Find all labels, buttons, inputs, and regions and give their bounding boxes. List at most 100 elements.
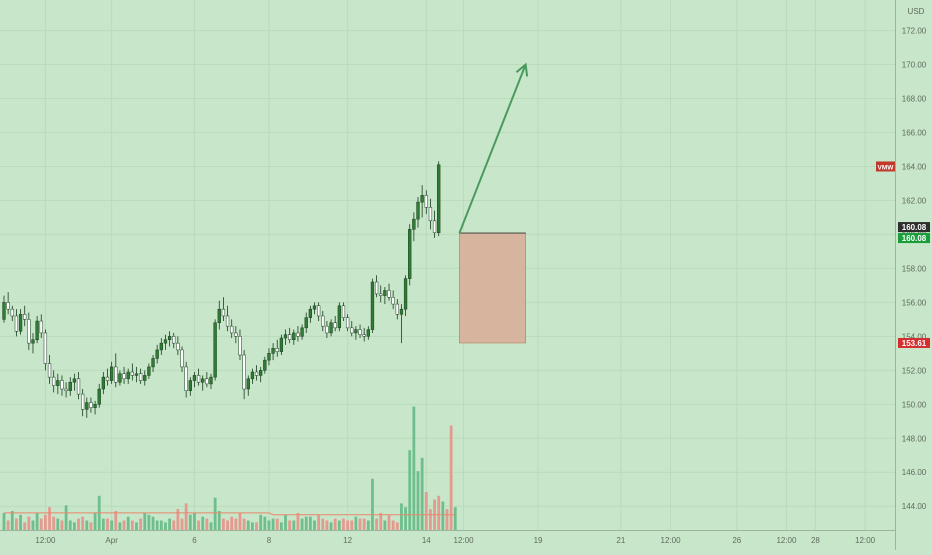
volume-bar bbox=[193, 512, 196, 530]
candle-body bbox=[188, 380, 192, 391]
candle-body bbox=[354, 329, 358, 334]
projection-arrow[interactable] bbox=[458, 62, 529, 234]
volume-bar bbox=[15, 518, 18, 530]
ticker-badge-box bbox=[876, 161, 895, 172]
candle-body bbox=[412, 218, 416, 230]
volume-bar bbox=[135, 522, 138, 530]
candle-body bbox=[304, 317, 308, 329]
volume-bar bbox=[445, 509, 449, 530]
candle-body bbox=[56, 380, 60, 386]
volume-bar bbox=[275, 518, 279, 530]
time-tick-label: 21 bbox=[616, 536, 625, 545]
volume-bar bbox=[60, 520, 64, 530]
volume-bar bbox=[416, 471, 420, 530]
candle-body bbox=[246, 378, 250, 390]
price-tick-label: 166.00 bbox=[902, 129, 927, 138]
candle-body bbox=[27, 319, 31, 344]
volume-bar bbox=[300, 518, 304, 530]
volume-bar bbox=[180, 518, 184, 530]
volume-bar bbox=[31, 520, 35, 530]
candle-body bbox=[399, 308, 404, 315]
volume-bar bbox=[172, 520, 176, 530]
stop-loss-zone[interactable] bbox=[459, 232, 526, 344]
candle-body bbox=[370, 281, 375, 330]
volume-bar bbox=[72, 522, 76, 530]
volume-bar bbox=[308, 516, 312, 530]
volume-bar bbox=[317, 514, 321, 530]
candle-body bbox=[180, 349, 184, 368]
volume-bar bbox=[296, 512, 300, 530]
time-tick-label: 14 bbox=[422, 536, 431, 545]
volume-bar bbox=[114, 511, 118, 530]
volume-bar bbox=[429, 509, 432, 530]
candle-body bbox=[64, 388, 68, 391]
volume-bar bbox=[10, 511, 14, 530]
candle-body bbox=[10, 308, 14, 317]
candle-body bbox=[217, 308, 221, 324]
candle-body bbox=[316, 305, 321, 317]
volume-bar bbox=[453, 507, 457, 530]
volume-bar bbox=[188, 514, 192, 530]
candle-body bbox=[424, 195, 428, 208]
candle-body bbox=[238, 336, 242, 356]
candle-body bbox=[288, 334, 292, 340]
candle-body bbox=[118, 373, 122, 383]
candle-body bbox=[76, 378, 81, 395]
volume-bar bbox=[238, 512, 242, 530]
currency-label: USD bbox=[908, 7, 925, 16]
candle-body bbox=[81, 393, 85, 410]
candle-body bbox=[134, 373, 139, 376]
volume-bar bbox=[81, 516, 85, 530]
volume-bar bbox=[230, 516, 234, 530]
time-tick-label: 12:00 bbox=[661, 536, 682, 545]
volume-bar bbox=[126, 516, 130, 530]
volume-bar bbox=[201, 516, 205, 530]
time-tick-label: 12:00 bbox=[454, 536, 475, 545]
time-tick-label: 19 bbox=[534, 536, 543, 545]
time-tick-label: 12:00 bbox=[776, 536, 797, 545]
volume-bar bbox=[68, 520, 72, 530]
volume-bar bbox=[271, 518, 275, 530]
volume-bar bbox=[304, 516, 308, 530]
candle-body bbox=[213, 322, 217, 378]
candle-body bbox=[391, 297, 395, 305]
candle-body bbox=[308, 308, 313, 318]
volume-bar bbox=[56, 518, 60, 530]
candle-body bbox=[250, 371, 255, 380]
candle-body bbox=[126, 371, 130, 380]
volume-bar bbox=[400, 503, 403, 530]
candle-body bbox=[172, 336, 176, 344]
volume-bars bbox=[2, 406, 457, 530]
volume-bar bbox=[362, 518, 366, 530]
candle-body bbox=[271, 347, 275, 354]
volume-bar bbox=[387, 514, 391, 530]
candle-body bbox=[97, 388, 101, 405]
volume-bar bbox=[143, 512, 147, 530]
candle-body bbox=[23, 314, 27, 320]
volume-bar bbox=[259, 514, 263, 530]
candle-body bbox=[275, 347, 279, 352]
candle-body bbox=[267, 353, 271, 361]
volume-bar bbox=[89, 522, 93, 530]
volume-bar bbox=[342, 518, 345, 530]
time-tick-label: 12:00 bbox=[35, 536, 56, 545]
candle-body bbox=[151, 358, 155, 368]
volume-bar bbox=[412, 406, 416, 530]
volume-bar bbox=[242, 518, 246, 530]
volume-bar bbox=[263, 516, 267, 530]
candle-body bbox=[201, 378, 205, 383]
volume-bar bbox=[383, 520, 387, 530]
price-tick-label: 170.00 bbox=[902, 61, 927, 70]
volume-bar bbox=[23, 522, 27, 530]
volume-moving-average bbox=[4, 512, 456, 516]
volume-bar bbox=[147, 514, 151, 530]
price-label-box bbox=[898, 233, 930, 244]
candle-body bbox=[114, 366, 118, 383]
candle-body bbox=[2, 302, 6, 320]
candle-body bbox=[333, 322, 337, 329]
volume-bar bbox=[313, 520, 316, 530]
time-axis[interactable]: 12:00 Apr 6 8 12 14 12:00 19 21 12:00 26 12:00 28 12:… bbox=[35, 536, 875, 545]
price-axis[interactable]: 144.00 146.00 148.00 150.00 152.00 154.00 156.… bbox=[902, 27, 927, 512]
